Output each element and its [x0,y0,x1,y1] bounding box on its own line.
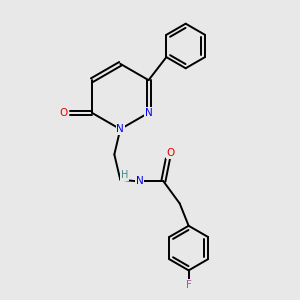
Text: O: O [60,108,68,118]
Text: N: N [145,108,152,118]
Text: N: N [116,124,124,134]
Text: F: F [186,280,192,290]
Text: H: H [121,170,128,180]
Text: O: O [167,148,175,158]
Text: N: N [136,176,143,186]
